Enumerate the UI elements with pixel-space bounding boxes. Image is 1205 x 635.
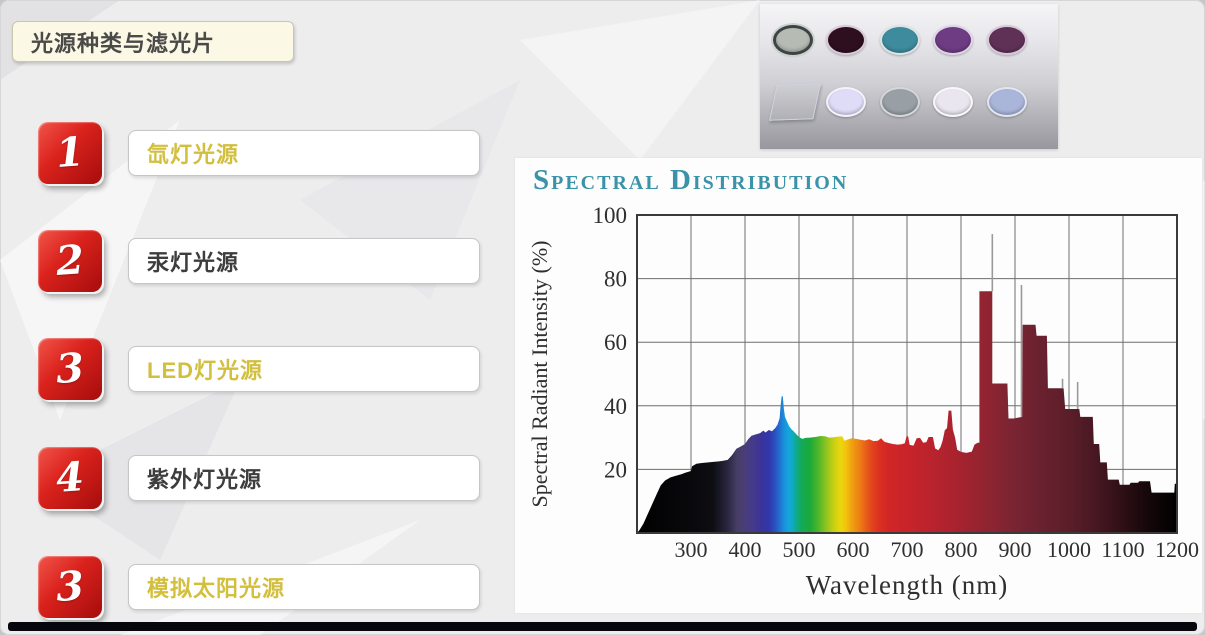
pale-lavender-filter [826, 87, 866, 117]
svg-text:100: 100 [593, 203, 628, 228]
slide-title-badge: 光源种类与滤光片 [12, 21, 294, 62]
item-label: 模拟太阳光源 [147, 576, 286, 601]
item-number: 4 [54, 453, 86, 502]
item-number: 1 [54, 128, 86, 177]
item-label-box: 汞灯光源 [128, 238, 480, 284]
plum-filter [987, 25, 1027, 55]
svg-text:20: 20 [604, 457, 627, 482]
emission-spike-lines [991, 234, 1079, 417]
svg-text:400: 400 [729, 537, 762, 562]
plot-border [636, 214, 1178, 534]
x-axis-title: Wavelength (nm) [806, 570, 1009, 600]
item-number: 3 [54, 562, 86, 611]
y-axis-tick-labels: 20 40 60 80 100 [593, 203, 628, 482]
item-label: 紫外灯光源 [147, 467, 263, 492]
svg-text:900: 900 [999, 537, 1032, 562]
dark-magenta-filter [826, 25, 866, 55]
slide-title: 光源种类与滤光片 [31, 30, 216, 56]
list-item: 4 紫外灯光源 [38, 447, 498, 517]
item-label-box: 氙灯光源 [128, 130, 480, 176]
purple-filter [933, 25, 973, 55]
gray-blue-filter [880, 87, 920, 117]
svg-text:1100: 1100 [1101, 537, 1144, 562]
optical-filters-photo [760, 4, 1058, 149]
near-white-filter [933, 87, 973, 117]
svg-text:1200: 1200 [1155, 537, 1199, 562]
spectral-area-series [637, 291, 1177, 533]
item-number-badge: 1 [38, 122, 102, 184]
svg-text:700: 700 [891, 537, 924, 562]
slide-footer-bar [8, 622, 1197, 631]
item-label: 汞灯光源 [147, 250, 240, 275]
item-label-box: LED灯光源 [128, 346, 480, 392]
svg-text:80: 80 [604, 267, 627, 292]
item-label: LED灯光源 [147, 358, 264, 383]
spectral-distribution-chart: 20 40 60 80 100 300 400 500 600 700 800 900 1000 1100… [527, 203, 1200, 600]
neutral-gray-filter [773, 25, 813, 55]
svg-text:60: 60 [604, 330, 627, 355]
list-item: 3 模拟太阳光源 [38, 556, 498, 626]
item-number: 3 [54, 344, 86, 393]
teal-filter [880, 25, 920, 55]
svg-text:40: 40 [604, 394, 627, 419]
svg-text:500: 500 [783, 537, 816, 562]
y-axis-title: Spectral Radiant Intensity (%) [527, 241, 552, 508]
list-item: 1 氙灯光源 [38, 122, 498, 192]
chart-title: Spectral Distribution [533, 164, 849, 196]
glass-plate [768, 83, 822, 121]
item-number-badge: 4 [38, 447, 102, 509]
x-axis-tick-labels: 300 400 500 600 700 800 900 1000 1100 1200 [675, 537, 1200, 562]
svg-text:300: 300 [675, 537, 708, 562]
item-number-badge: 3 [38, 338, 102, 400]
list-item: 3 LED灯光源 [38, 338, 498, 408]
item-label: 氙灯光源 [147, 142, 240, 167]
list-item: 2 汞灯光源 [38, 230, 498, 300]
item-number-badge: 2 [38, 230, 102, 292]
item-label-box: 紫外灯光源 [128, 455, 480, 501]
item-number-badge: 3 [38, 556, 102, 618]
svg-text:800: 800 [945, 537, 978, 562]
item-label-box: 模拟太阳光源 [128, 564, 480, 610]
spectral-chart-panel: Spectral Distribution 20 40 60 80 100 300 400 5… [515, 158, 1202, 613]
item-number: 2 [54, 236, 86, 285]
periwinkle-filter [987, 87, 1027, 117]
svg-text:600: 600 [837, 537, 870, 562]
svg-text:1000: 1000 [1047, 537, 1091, 562]
